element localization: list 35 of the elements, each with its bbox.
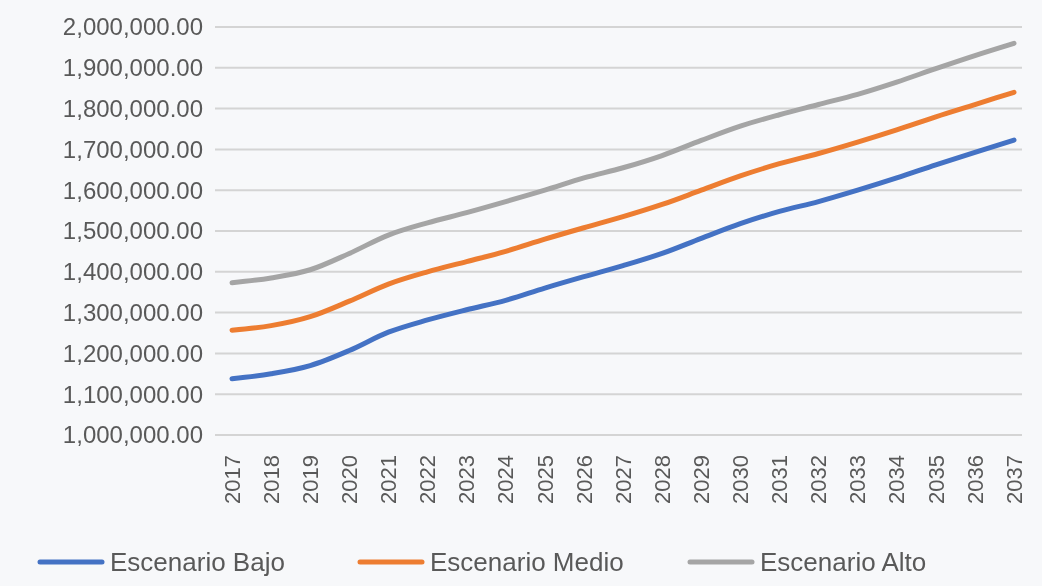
x-tick-label: 2030	[728, 455, 753, 504]
x-tick-label: 2021	[376, 455, 402, 504]
y-tick-label: 2,000,000.00	[62, 13, 203, 41]
x-tick-label: 2037	[1001, 455, 1027, 504]
x-tick-label: 2033	[845, 455, 871, 504]
x-tick-label: 2020	[337, 455, 362, 504]
legend-label: Escenario Alto	[760, 547, 927, 578]
x-tick-label: 2036	[962, 455, 988, 504]
y-tick-label: 1,500,000.00	[62, 217, 203, 245]
y-tick-label: 1,200,000.00	[62, 339, 203, 367]
x-tick-label: 2035	[923, 455, 949, 504]
x-tick-label: 2034	[884, 455, 910, 504]
legend-label: Escenario Bajo	[110, 547, 285, 578]
x-tick-label: 2022	[415, 455, 441, 504]
y-tick-label: 1,100,000.00	[62, 380, 203, 408]
x-tick-label: 2023	[454, 455, 480, 504]
x-tick-label: 2027	[610, 455, 636, 504]
y-tick-label: 1,900,000.00	[62, 54, 203, 82]
x-tick-label: 2017	[219, 455, 245, 504]
x-tick-label: 2019	[297, 455, 323, 504]
x-tick-label: 2026	[571, 455, 597, 504]
y-tick-label: 1,300,000.00	[62, 299, 203, 326]
x-tick-label: 2028	[649, 455, 675, 504]
y-tick-label: 1,400,000.00	[62, 258, 203, 286]
y-tick-label: 1,800,000.00	[62, 95, 203, 122]
x-tick-label: 2032	[806, 455, 832, 504]
x-tick-label: 2024	[493, 455, 519, 504]
x-tick-label: 2029	[688, 455, 714, 504]
x-tick-label: 2025	[532, 455, 558, 504]
y-tick-label: 1,000,000.00	[62, 421, 203, 449]
y-tick-label: 1,600,000.00	[62, 176, 203, 204]
x-tick-label: 2018	[258, 455, 284, 504]
legend-label: Escenario Medio	[430, 547, 624, 578]
x-tick-label: 2031	[767, 455, 793, 504]
y-tick-label: 1,700,000.00	[62, 135, 203, 163]
